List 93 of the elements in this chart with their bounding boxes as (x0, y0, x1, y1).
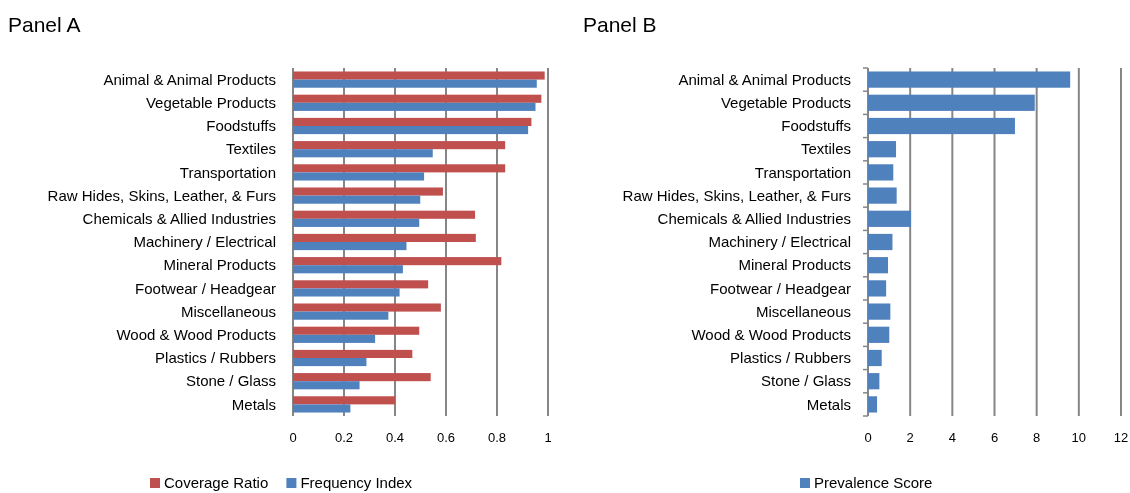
bar (293, 349, 413, 358)
x-tick-label: 12 (1113, 430, 1129, 445)
bar (293, 311, 389, 320)
legend-label: Frequency Index (300, 474, 413, 491)
y-tick-label: Foodstuffs (206, 117, 276, 135)
bar (293, 242, 407, 251)
bar (293, 326, 420, 335)
bar (293, 404, 351, 413)
bar (868, 141, 897, 158)
bar (293, 303, 441, 312)
bar (293, 288, 400, 297)
text: Panel A (8, 13, 81, 36)
bar (868, 164, 894, 181)
bar (293, 94, 542, 103)
y-tick-label: Mineral Products (738, 256, 851, 274)
y-tick-label: Metals (231, 395, 276, 413)
bar (868, 94, 1035, 111)
bar (293, 280, 429, 289)
x-tick-label: 1 (544, 430, 552, 445)
x-tick-label: 0.2 (334, 430, 354, 445)
bar (868, 326, 890, 343)
y-tick-label: Vegetable Products (720, 94, 851, 112)
y-tick-label: Wood & Wood Products (691, 326, 851, 344)
y-tick-label: Transportation (179, 163, 276, 181)
y-tick-label: Animal & Animal Products (678, 70, 851, 88)
x-tick-label: 4 (948, 430, 956, 445)
bar (293, 334, 376, 343)
y-tick-label: Stone / Glass (185, 372, 276, 390)
y-tick-label: Stone / Glass (760, 372, 851, 390)
bar (293, 79, 537, 88)
y-tick-label: Plastics / Rubbers (730, 349, 851, 367)
bar (868, 117, 1015, 135)
y-tick-label: Miscellaneous (180, 302, 276, 320)
x-tick-label: 2 (906, 430, 914, 445)
bar (868, 280, 887, 297)
bar (293, 373, 431, 382)
bar (293, 164, 506, 173)
bar (293, 141, 506, 150)
y-tick-label: Plastics / Rubbers (155, 349, 276, 367)
bar (868, 303, 891, 320)
x-tick-label: 8 (1033, 430, 1041, 445)
y-tick-label: Chemicals & Allied Industries (657, 210, 851, 228)
y-tick-label: Machinery / Electrical (133, 233, 276, 251)
bar (293, 149, 433, 158)
bar (293, 396, 395, 405)
legend-label: Prevalence Score (814, 474, 933, 491)
bar (293, 172, 425, 181)
y-tick-label: Vegetable Products (145, 94, 276, 112)
y-tick-label: Footwear / Headgear (135, 279, 276, 297)
text: Panel B (583, 13, 657, 36)
x-tick-label: 0.6 (436, 430, 456, 445)
bar (868, 187, 897, 204)
legend-label: Coverage Ratio (164, 474, 269, 491)
bar (293, 195, 421, 204)
bar (293, 381, 360, 390)
y-tick-label: Machinery / Electrical (708, 233, 851, 251)
x-tick-label: 0.4 (385, 430, 405, 445)
bar (293, 117, 532, 126)
bar (293, 187, 443, 196)
x-tick-label: 0 (864, 430, 872, 445)
y-tick-label: Raw Hides, Skins, Leather, & Furs (622, 186, 851, 204)
bar (868, 396, 878, 413)
y-tick-label: Textiles (800, 140, 851, 158)
bar (868, 210, 912, 227)
bar (868, 257, 889, 274)
x-tick-label: 0.8 (487, 430, 507, 445)
bar (293, 126, 529, 135)
bar (293, 257, 502, 266)
bar (293, 265, 403, 274)
bar (868, 233, 893, 251)
bar (293, 210, 476, 219)
bar (293, 218, 420, 227)
y-tick-label: Foodstuffs (781, 117, 851, 135)
x-tick-label: 0 (289, 430, 297, 445)
y-tick-label: Transportation (754, 163, 851, 181)
bar (868, 373, 880, 390)
bar (293, 233, 476, 242)
y-tick-label: Textiles (225, 140, 276, 158)
bar (868, 71, 1071, 88)
y-tick-label: Animal & Animal Products (103, 70, 276, 88)
y-tick-label: Mineral Products (163, 256, 276, 274)
y-tick-label: Metals (806, 395, 851, 413)
bar (293, 358, 367, 367)
y-tick-label: Miscellaneous (755, 302, 851, 320)
y-tick-label: Footwear / Headgear (710, 279, 851, 297)
bar (293, 71, 545, 80)
x-tick-label: 6 (990, 430, 999, 445)
bar (868, 349, 882, 367)
y-tick-label: Chemicals & Allied Industries (82, 210, 276, 228)
bar (293, 102, 536, 111)
y-tick-label: Raw Hides, Skins, Leather, & Furs (47, 186, 276, 204)
x-tick-label: 10 (1071, 430, 1087, 445)
y-tick-label: Wood & Wood Products (116, 326, 276, 344)
